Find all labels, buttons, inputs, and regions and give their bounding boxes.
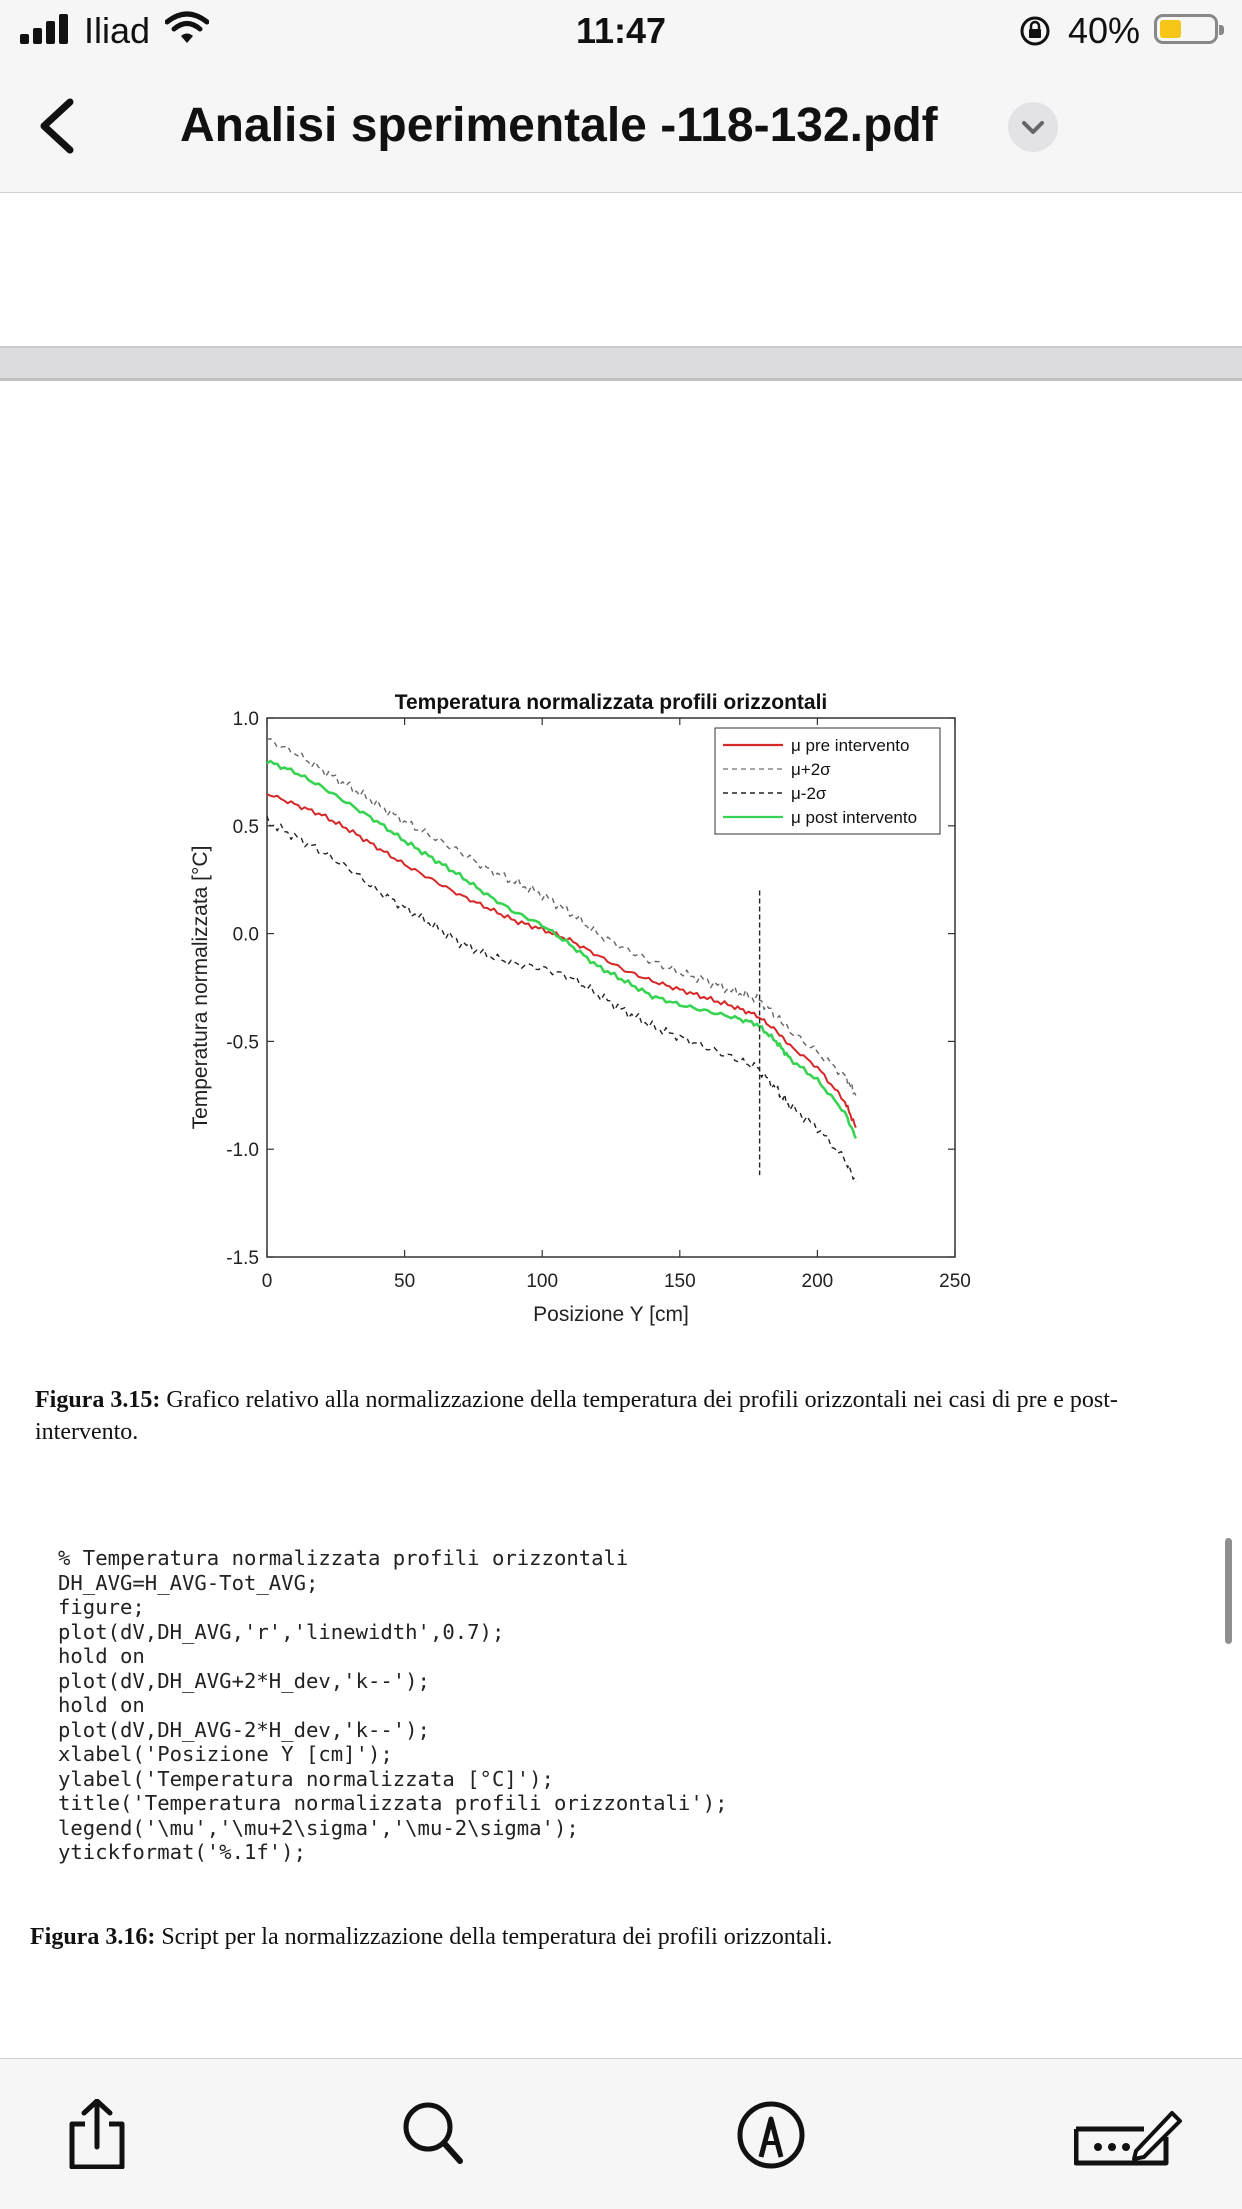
chevron-down-icon xyxy=(1022,121,1044,134)
series-line xyxy=(266,793,857,1128)
markup-icon xyxy=(737,2101,805,2169)
search-icon xyxy=(403,2102,463,2164)
chart-title: Temperatura normalizzata profili orizzon… xyxy=(395,691,828,714)
figure-3-15-caption: Figura 3.15: Grafico relativo alla norma… xyxy=(35,1384,1205,1448)
y-tick-label: -1.5 xyxy=(226,1248,259,1269)
chevron-left-icon xyxy=(40,98,74,154)
y-tick-label: 0.0 xyxy=(233,925,259,946)
status-bar: Iliad 11:47 40% xyxy=(0,0,1242,64)
legend-label: μ pre intervento xyxy=(791,736,909,755)
legend-label: μ-2σ xyxy=(791,784,827,803)
y-tick-label: -0.5 xyxy=(226,1032,259,1053)
figure-3-16-caption: Figura 3.16: Script per la normalizzazio… xyxy=(30,1921,1200,1953)
navigation-bar: Analisi sperimentale -118-132.pdf xyxy=(0,64,1242,193)
matlab-code-block: % Temperatura normalizzata profili orizz… xyxy=(58,1546,728,1864)
orientation-lock-icon xyxy=(1020,16,1050,46)
x-tick-label: 100 xyxy=(526,1271,558,1292)
x-tick-label: 200 xyxy=(802,1271,834,1292)
title-menu-button[interactable] xyxy=(1008,102,1058,152)
y-axis-label: Temperatura normalizzata [°C] xyxy=(189,846,212,1130)
sign-icon xyxy=(1074,2111,1182,2166)
legend-label: μ post intervento xyxy=(791,808,917,827)
x-tick-label: 0 xyxy=(262,1271,273,1292)
page-separator xyxy=(0,346,1242,381)
carrier-name: Iliad xyxy=(84,10,151,51)
clock: 11:47 xyxy=(575,10,667,51)
share-button[interactable] xyxy=(52,2099,142,2169)
battery-percentage: 40% xyxy=(1068,10,1141,51)
x-tick-label: 250 xyxy=(939,1271,971,1292)
y-tick-label: -1.0 xyxy=(226,1140,259,1161)
y-tick-label: 1.0 xyxy=(233,709,259,730)
share-icon xyxy=(69,2099,125,2169)
x-tick-label: 150 xyxy=(664,1271,696,1292)
y-tick-label: 0.5 xyxy=(233,817,259,838)
series-line xyxy=(266,759,858,1139)
search-button[interactable] xyxy=(388,2099,478,2169)
sign-button[interactable] xyxy=(1074,2099,1184,2169)
bottom-toolbar xyxy=(0,2058,1242,2209)
back-button[interactable] xyxy=(30,94,90,158)
series-line xyxy=(266,738,857,1096)
caption-label: Figura 3.16: xyxy=(30,1924,156,1950)
temperature-chart: Temperatura normalizzata profili orizzon… xyxy=(189,691,971,1326)
caption-label: Figura 3.15: xyxy=(35,1387,161,1413)
wifi-icon xyxy=(165,11,209,43)
legend-label: μ+2σ xyxy=(791,760,831,779)
battery-icon xyxy=(1154,14,1224,44)
x-axis-label: Posizione Y [cm] xyxy=(533,1303,689,1326)
markup-button[interactable] xyxy=(726,2099,816,2169)
document-title[interactable]: Analisi sperimentale -118-132.pdf xyxy=(180,99,938,152)
x-tick-label: 50 xyxy=(394,1271,415,1292)
scroll-indicator[interactable] xyxy=(1225,1538,1232,1644)
caption-text: Grafico relativo alla normalizzazione de… xyxy=(35,1387,1118,1445)
series-line xyxy=(266,815,857,1182)
caption-text: Script per la normalizzazione della temp… xyxy=(155,1924,833,1950)
